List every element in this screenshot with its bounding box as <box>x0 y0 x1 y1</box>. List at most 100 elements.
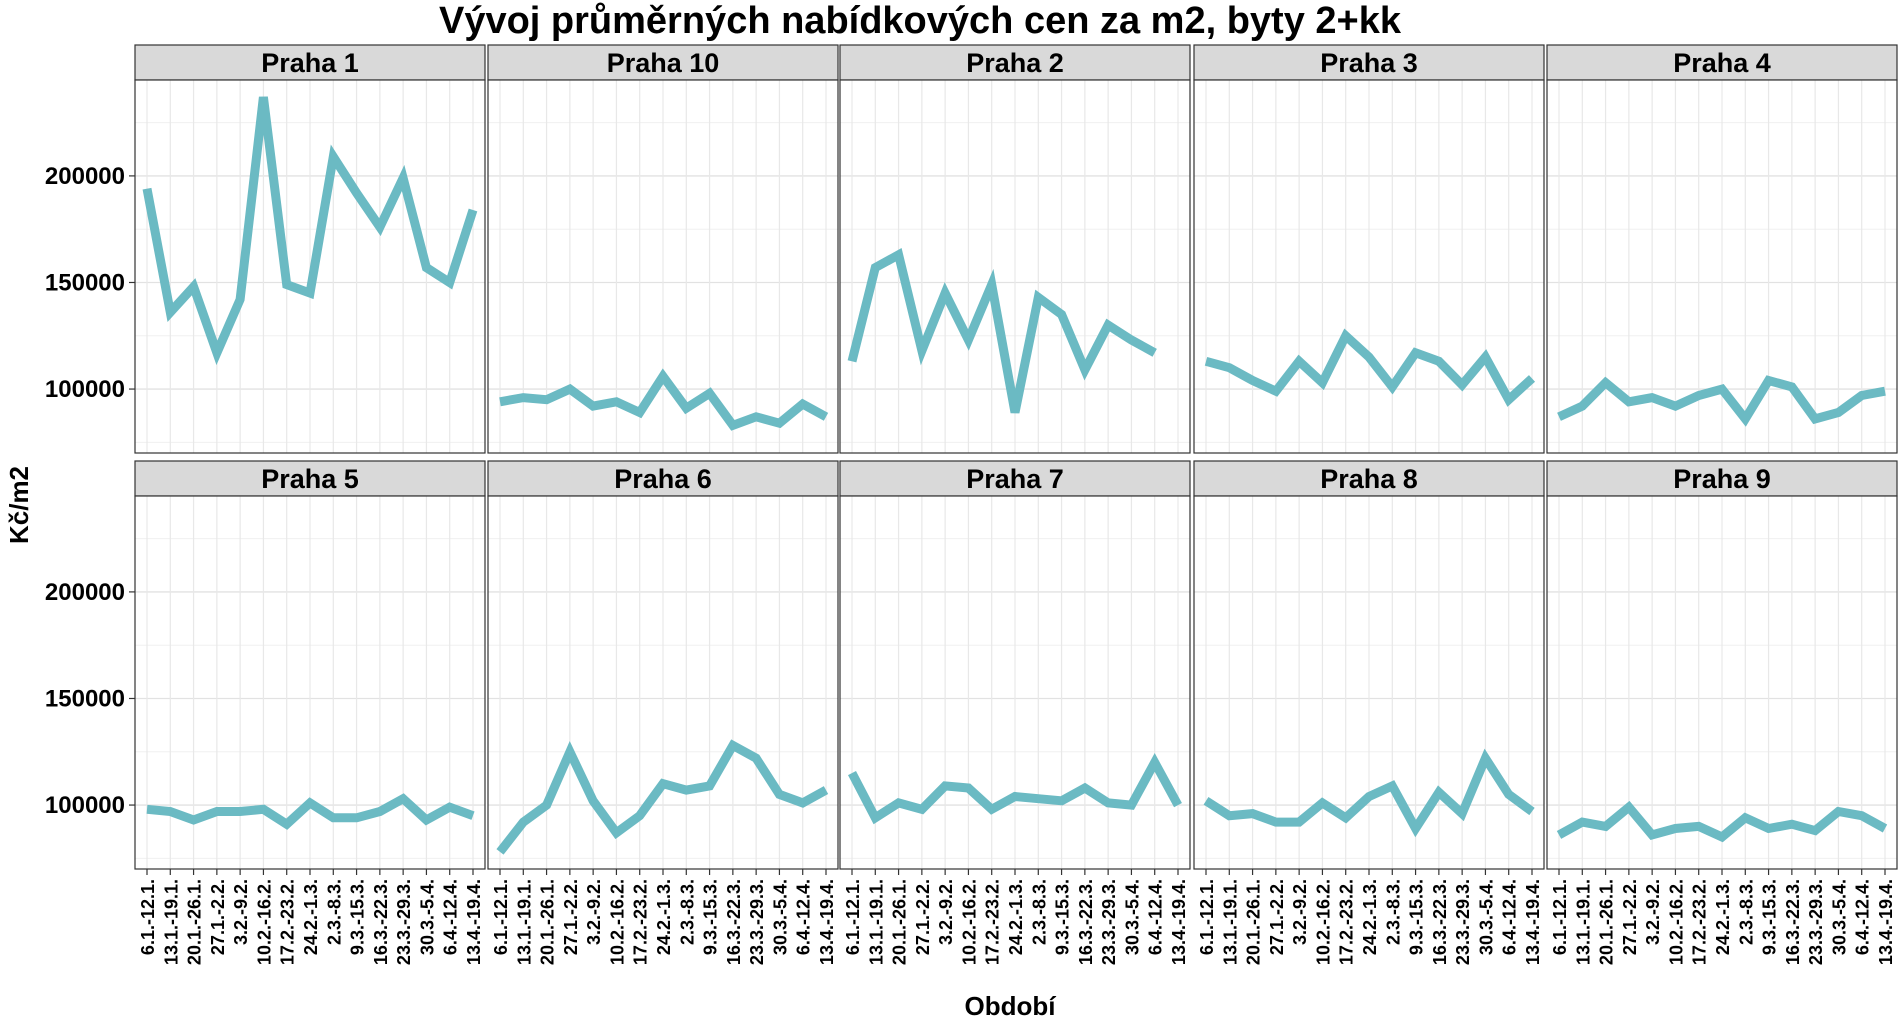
facet-strip-label: Praha 7 <box>966 464 1064 494</box>
x-tick-label: 16.3.-22.3. <box>1430 879 1450 965</box>
x-tick-label: 2.3.-8.3. <box>1383 879 1403 945</box>
x-tick-label: 6.1.-12.1. <box>491 879 511 955</box>
x-tick-label: 24.2.-1.3. <box>1713 879 1733 955</box>
x-tick-label: 20.1.-26.1. <box>1244 879 1264 965</box>
y-tick-label: 100000 <box>45 792 125 819</box>
x-tick-label: 10.2.-16.2. <box>254 879 274 965</box>
panels-layer: Praha 1 100000 150000 200000 Praha 10 Praha 2… <box>45 44 1898 965</box>
x-axis-label: Období <box>965 991 1057 1021</box>
facet-strip <box>839 44 1191 81</box>
x-tick-label: 6.4.-12.4. <box>441 879 461 955</box>
x-tick-label: 13.1.-19.1. <box>161 879 181 965</box>
facet-strip-label: Praha 5 <box>261 464 359 494</box>
x-tick-label: 6.1.-12.1. <box>1197 879 1217 955</box>
x-tick-label: 24.2.-1.3. <box>1360 879 1380 955</box>
x-tick-label: 3.2.-9.2. <box>1643 879 1663 945</box>
y-tick-label: 150000 <box>45 685 125 712</box>
facet-panel-4: Praha 3 <box>1193 44 1545 454</box>
x-tick-label: 10.2.-16.2. <box>959 879 979 965</box>
facet-strip <box>1193 460 1545 497</box>
facet-strip <box>134 460 486 497</box>
x-tick-label: 17.2.-23.2. <box>1337 879 1357 965</box>
x-tick-label: 23.3.-29.3. <box>1453 879 1473 965</box>
x-tick-label: 10.2.-16.2. <box>1313 879 1333 965</box>
x-tick-label: 9.3.-15.3. <box>348 879 368 955</box>
y-tick-label: 150000 <box>45 269 125 296</box>
x-tick-label: 6.4.-12.4. <box>794 879 814 955</box>
x-tick-label: 24.2.-1.3. <box>301 879 321 955</box>
facet-strip <box>134 44 486 81</box>
x-tick-label: 27.1.-2.2. <box>1620 879 1640 955</box>
facet-panel-2: Praha 10 <box>487 44 839 454</box>
x-tick-label: 13.1.-19.1. <box>866 879 886 965</box>
x-tick-label: 3.2.-9.2. <box>1290 879 1310 945</box>
facet-panel-8: Praha 76.1.-12.1. 13.1.-19.1. 20.1.-26.1. 2… <box>839 460 1191 965</box>
facet-strip-label: Praha 1 <box>261 48 359 78</box>
panel-border <box>839 79 1191 454</box>
series-line <box>848 753 1182 825</box>
facet-strip-label: Praha 2 <box>966 48 1064 78</box>
x-tick-label: 16.3.-22.3. <box>1076 879 1096 965</box>
facet-panel-10: Praha 96.1.-12.1. 13.1.-19.1. 20.1.-26.1. 2… <box>1546 460 1898 965</box>
x-tick-label: 3.2.-9.2. <box>936 879 956 945</box>
x-tick-label: 6.4.-12.4. <box>1146 879 1166 955</box>
chart-title: Vývoj průměrných nabídkových cen za m2, … <box>439 0 1402 42</box>
x-tick-label: 2.3.-8.3. <box>677 879 697 945</box>
x-tick-label: 27.1.-2.2. <box>208 879 228 955</box>
x-tick-label: 9.3.-15.3. <box>1407 879 1427 955</box>
series-line <box>496 739 829 855</box>
y-tick-label: 200000 <box>45 163 125 190</box>
facet-strip-label: Praha 9 <box>1673 464 1771 494</box>
x-tick-label: 20.1.-26.1. <box>1597 879 1617 965</box>
x-tick-label: 13.1.-19.1. <box>514 879 534 965</box>
x-tick-label: 13.1.-19.1. <box>1220 879 1240 965</box>
x-tick-label: 17.2.-23.2. <box>631 879 651 965</box>
facet-strip-label: Praha 4 <box>1673 48 1771 78</box>
x-tick-label: 6.4.-12.4. <box>1500 879 1520 955</box>
x-tick-label: 16.3.-22.3. <box>371 879 391 965</box>
facet-panel-1: Praha 1 100000 150000 200000 <box>45 44 486 454</box>
x-tick-label: 30.3.-5.4. <box>1476 879 1496 955</box>
x-tick-label: 13.4.-19.4. <box>1169 879 1189 965</box>
facet-strip-label: Praha 3 <box>1320 48 1418 78</box>
x-tick-label: 10.2.-16.2. <box>1666 879 1686 965</box>
series-line <box>1557 375 1886 427</box>
facet-panel-3: Praha 2 <box>839 44 1191 454</box>
x-tick-label: 23.3.-29.3. <box>747 879 767 965</box>
x-tick-label: 9.3.-15.3. <box>1760 879 1780 955</box>
series-line <box>1203 748 1535 838</box>
panel-border <box>134 79 486 454</box>
x-tick-label: 17.2.-23.2. <box>278 879 298 965</box>
series-line <box>847 248 1157 414</box>
facet-panel-9: Praha 8 6.1.-12.1. 13.1.-19.1. 20.1.-26.1. 2… <box>1193 460 1545 965</box>
x-tick-label: 13.4.-19.4. <box>1523 879 1543 965</box>
y-tick-label: 100000 <box>45 376 125 403</box>
x-tick-label: 13.4.-19.4. <box>464 879 484 965</box>
x-tick-label: 27.1.-2.2. <box>913 879 933 955</box>
x-tick-label: 16.3.-22.3. <box>1783 879 1803 965</box>
series-line <box>1204 328 1536 407</box>
x-tick-label: 30.3.-5.4. <box>417 879 437 955</box>
facet-panel-5: Praha 4 <box>1546 44 1898 454</box>
x-tick-label: 3.2.-9.2. <box>584 879 604 945</box>
x-tick-label: 20.1.-26.1. <box>185 879 205 965</box>
panel-border <box>1546 79 1898 454</box>
panel-border <box>487 79 839 454</box>
facet-strip <box>1546 460 1898 497</box>
x-tick-label: 6.1.-12.1. <box>843 879 863 955</box>
x-tick-label: 23.3.-29.3. <box>1099 879 1119 965</box>
y-axis-label: Kč/m2 <box>4 466 34 544</box>
facet-panel-6: Praha 5 100000 150000 200000 6.1.-12.1. 13.1.… <box>45 460 486 965</box>
facet-panel-7: Praha 66.1.-12.1. 13.1.-19.1. 20.1.-26.1. 2… <box>487 460 839 965</box>
facet-strip <box>839 460 1191 497</box>
x-tick-label: 23.3.-29.3. <box>394 879 414 965</box>
series-line <box>146 793 475 830</box>
series-line <box>142 96 478 366</box>
x-tick-label: 24.2.-1.3. <box>654 879 674 955</box>
x-tick-label: 13.4.-19.4. <box>817 879 837 965</box>
facet-strip-label: Praha 8 <box>1320 464 1418 494</box>
x-tick-label: 20.1.-26.1. <box>538 879 558 965</box>
x-tick-label: 6.1.-12.1. <box>138 879 158 955</box>
x-tick-label: 6.1.-12.1. <box>1550 879 1570 955</box>
x-tick-label: 3.2.-9.2. <box>231 879 251 945</box>
